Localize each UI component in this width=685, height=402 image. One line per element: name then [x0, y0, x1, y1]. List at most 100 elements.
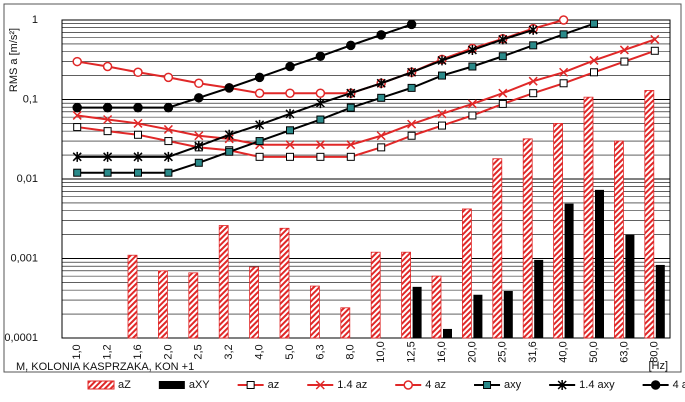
bar — [412, 286, 422, 338]
marker — [528, 24, 538, 35]
bar — [503, 291, 513, 338]
x-tick-label: 6,3 — [314, 344, 326, 359]
marker — [589, 55, 599, 65]
marker — [285, 140, 295, 150]
bar — [583, 96, 594, 339]
marker — [529, 89, 538, 98]
marker — [346, 40, 356, 51]
marker — [255, 152, 264, 161]
marker — [346, 88, 356, 99]
legend-label: aXY — [189, 379, 210, 391]
marker — [163, 102, 174, 113]
marker — [346, 152, 355, 161]
marker — [315, 140, 325, 150]
x-tick-label: 2,0 — [162, 344, 174, 359]
marker — [650, 34, 660, 44]
marker — [164, 168, 173, 177]
x-tick-label: 8,0 — [345, 344, 357, 359]
x-axis-label: [Hz] — [648, 360, 668, 372]
marker — [255, 137, 264, 146]
legend-label: 1.4 az — [337, 379, 367, 391]
marker — [254, 88, 265, 98]
x-tick-label: 25,0 — [497, 341, 509, 362]
bar — [625, 234, 635, 338]
line — [77, 49, 656, 158]
marker — [498, 34, 508, 45]
legend-label: 4 axy — [673, 379, 685, 391]
marker — [528, 76, 538, 86]
marker — [285, 88, 295, 98]
marker — [467, 99, 477, 109]
line — [77, 23, 412, 109]
marker — [498, 52, 507, 61]
legend-label: aZ — [118, 379, 131, 391]
x-tick-label: 50,0 — [588, 341, 600, 362]
marker — [72, 102, 82, 113]
bar — [522, 138, 533, 339]
legend-marker — [315, 380, 325, 390]
marker — [194, 131, 204, 141]
marker — [163, 72, 174, 83]
bar — [340, 307, 351, 339]
plot-border — [61, 19, 671, 339]
marker — [254, 72, 265, 83]
marker — [133, 67, 143, 78]
marker — [133, 118, 143, 128]
y-tick-label: 0,01 — [17, 173, 38, 185]
marker — [102, 61, 113, 72]
marker — [163, 151, 173, 162]
marker — [224, 129, 234, 140]
marker — [194, 93, 204, 103]
legend-label: az — [268, 379, 280, 391]
marker — [103, 168, 112, 177]
bar — [401, 251, 412, 339]
marker — [529, 41, 538, 50]
bar — [431, 275, 442, 339]
marker — [590, 19, 598, 28]
bar — [443, 328, 452, 338]
caption: M, KOLONIA KASPRZAKA, KON +1 — [16, 361, 194, 373]
marker — [163, 124, 173, 134]
marker — [102, 102, 113, 113]
marker — [376, 78, 386, 89]
marker — [438, 71, 446, 80]
marker — [468, 62, 477, 71]
marker — [286, 152, 294, 161]
marker — [498, 88, 508, 98]
marker — [558, 15, 569, 25]
marker — [346, 103, 355, 112]
x-tick-label: 12,5 — [406, 341, 418, 362]
x-tick-label: 1,2 — [102, 344, 114, 359]
bar — [655, 264, 665, 338]
bar — [188, 272, 199, 339]
bar — [157, 270, 168, 339]
marker — [134, 130, 142, 139]
bar — [279, 227, 290, 339]
legend-label: 1.4 axy — [579, 379, 615, 391]
x-tick-label: 80,0 — [649, 341, 661, 362]
line — [77, 38, 656, 146]
x-tick-label: 1,6 — [132, 344, 144, 359]
marker — [72, 56, 82, 67]
x-tick-label: 5,0 — [284, 344, 296, 359]
x-tick-label: 1,0 — [71, 344, 83, 359]
x-tick-label: 16,0 — [436, 341, 448, 362]
marker — [650, 46, 659, 55]
x-tick-label: 4,0 — [254, 344, 266, 359]
marker — [194, 141, 204, 152]
marker — [103, 151, 113, 162]
x-tick-label: 63,0 — [618, 341, 630, 362]
bar — [534, 259, 544, 338]
marker — [407, 67, 417, 78]
bar — [644, 90, 655, 339]
marker — [406, 19, 417, 30]
bar — [218, 225, 229, 339]
marker — [286, 126, 294, 135]
bar — [461, 208, 472, 339]
marker — [315, 51, 326, 61]
y-tick-label: 0,1 — [23, 93, 38, 105]
marker — [72, 110, 82, 120]
marker — [316, 115, 325, 124]
x-tick-label: 20,0 — [466, 341, 478, 362]
